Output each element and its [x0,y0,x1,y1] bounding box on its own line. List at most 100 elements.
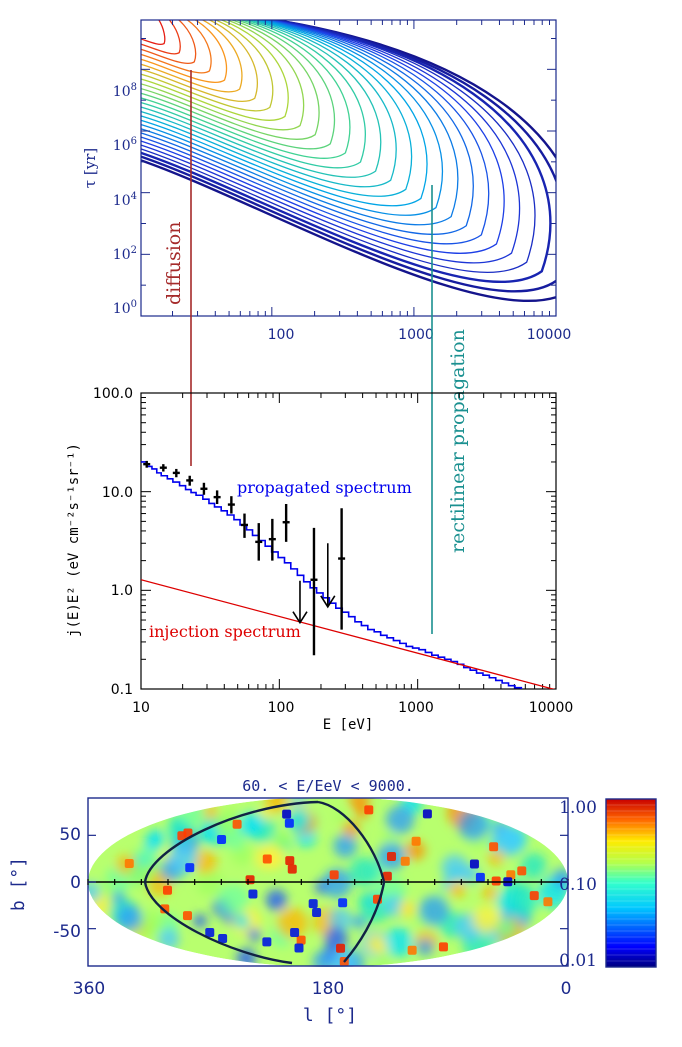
heatmap-pixel [285,856,295,866]
heatmap-blob [97,878,113,894]
diffusion-label: diffusion [163,222,185,305]
contour-x-tick-label: 10000 [527,327,572,343]
contour-line [141,20,351,159]
contour-y-tick-label: 108 [113,82,137,100]
heatmap-blob [238,811,264,837]
skymap-x-axis-label: l [°] [303,1005,357,1026]
heatmap-blob [217,883,250,916]
contour-line [141,20,366,169]
heatmap-pixel [262,854,272,864]
skymap-x-tick-label: 360 [73,979,105,999]
heatmap-blob [416,938,434,956]
skymap-heatmap [88,797,568,967]
heatmap-blob [112,891,125,905]
colorbar-tick-label: 1.00 [559,798,597,818]
contour-line [141,20,552,283]
heatmap-pixel [282,809,292,819]
spectrum-y-tick-label: 10.0 [102,485,133,501]
contour-line [141,20,397,188]
spectrum-y-tick-label: 0.1 [111,682,133,698]
contour-plot-frame [140,19,557,317]
heatmap-pixel [245,875,255,885]
heatmap-blob [449,881,466,898]
contour-panel: τ [yr] 100 102 104 106 108 100 1000 1000… [81,19,572,343]
heatmap-pixel [124,859,134,869]
contour-line [141,20,505,254]
heatmap-blob [520,852,547,879]
contour-x-tick-label: 100 [268,327,295,343]
contour-line [141,20,320,140]
propagated-spectrum-line [141,461,523,689]
contour-line [141,20,556,293]
heatmap-pixel [411,836,421,846]
heatmap-blob [457,809,490,841]
injection-spectrum-label: injection spectrum [149,622,301,641]
heatmap-blob [272,830,292,849]
heatmap-pixel [262,937,272,947]
skymap-y-tick-label: -50 [53,922,81,942]
heatmap-pixel [284,818,294,828]
heatmap-blob [385,805,415,834]
supergalactic-plane-curve [143,800,386,965]
contour-line [141,20,212,74]
heatmap-pixel [336,943,346,953]
contour-x-tick-label: 1000 [398,327,434,343]
contour-axis-ticks [141,20,557,317]
heatmap-blob [312,950,335,967]
spectrum-y-tick-label: 1.0 [111,583,133,599]
heatmap-pixel [382,871,392,881]
heatmap-pixel [438,942,448,952]
heatmap-blob [383,927,414,958]
contour-line [141,20,382,178]
spectrum-plot-frame [140,392,557,690]
heatmap-blob [497,918,516,937]
rectilinear-propagation-label: rectilinear propagation [447,329,469,553]
skymap-x-tick-label: 0 [561,979,572,999]
heatmap-blob [491,824,524,857]
upper-limit-arrow-head [320,595,336,609]
spectrum-y-tick-labels: 100.0 10.0 1.0 0.1 [93,386,133,698]
skymap-y-tick-label: 0 [70,873,81,893]
heatmap-pixel [308,899,318,909]
contour-line [141,20,428,207]
heatmap-blob [441,854,469,882]
heatmap-blob [193,914,207,928]
skymap-y-tick-labels: 50 0 -50 [53,825,81,942]
contour-line [141,20,228,83]
skymap-y-tick-label: 50 [59,825,81,845]
heatmap-pixel [182,911,192,921]
heatmap-pixel [407,945,417,955]
heatmap-blob [333,834,357,858]
spectrum-series [141,460,556,689]
heatmap-pixel [290,927,300,937]
heatmap-blob [234,914,250,929]
contour-y-axis-label: τ [yr] [81,148,99,188]
heatmap-blob [487,849,504,866]
contour-line [141,20,274,112]
heatmap-pixel [543,897,553,907]
spectrum-x-tick-label: 10 [132,700,150,716]
heatmap-pixel [177,831,187,841]
contour-line [141,20,166,45]
heatmap-blob [405,840,426,861]
spectrum-x-tick-labels: 10 100 1000 10000 [132,700,573,716]
heatmap-blob [482,885,498,901]
heatmap-pixel [160,904,170,914]
heatmap-pixel [296,935,306,945]
heatmap-pixel [205,927,215,937]
contour-line [141,20,536,273]
heatmap-blob [398,900,415,917]
spectrum-x-tick-label: 10000 [529,700,574,716]
heatmap-pixel [329,870,339,880]
heatmap-pixel [506,870,516,880]
heatmap-pixel [422,809,432,819]
contour-line [141,20,459,226]
colorbar-frame [605,798,657,968]
heatmap-blob [277,907,308,939]
contour-x-tick-labels: 100 1000 10000 [268,327,572,343]
spectrum-y-axis-label: j(E)E² (eV cm⁻²s⁻¹sr⁻¹) [66,443,82,637]
colorbar [606,799,656,967]
colorbar-tick-labels: 1.00 0.10 0.01 [559,798,597,971]
contour-y-tick-label: 100 [113,299,137,317]
upper-limit-arrow-head [292,611,308,625]
